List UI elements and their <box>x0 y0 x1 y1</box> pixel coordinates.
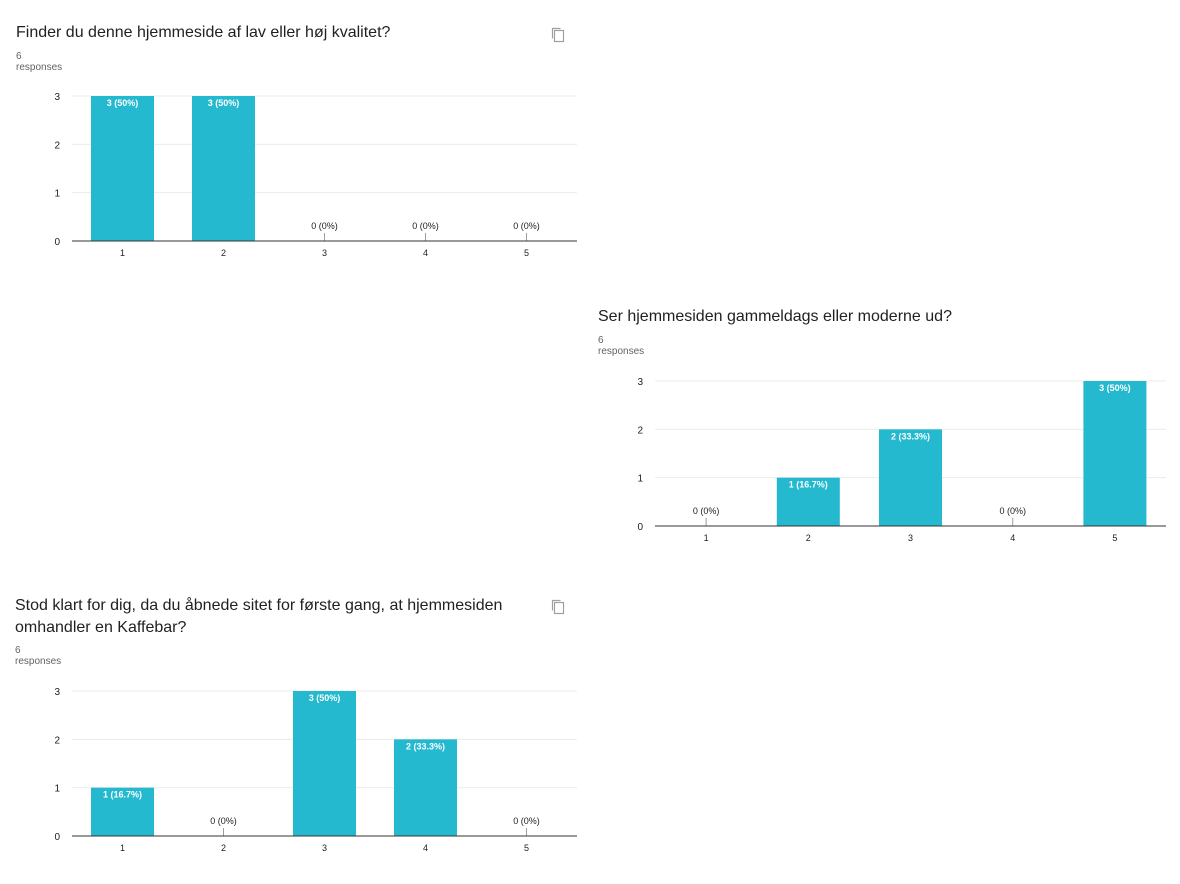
x-tick-label: 5 <box>1112 533 1117 543</box>
y-tick-label: 3 <box>54 687 60 698</box>
data-label: 2 (33.3%) <box>406 741 445 751</box>
data-label: 0 (0%) <box>513 221 540 231</box>
x-tick-label: 5 <box>524 248 529 258</box>
y-tick-label: 2 <box>637 425 643 436</box>
x-tick-label: 1 <box>120 843 125 853</box>
bar <box>91 96 154 241</box>
data-label: 1 (16.7%) <box>103 790 142 800</box>
bar-chart-modern: 0 1 2 3 0 (0%) 1 1 (16.7%) 2 2 (33.3%) 3 0 (0%) 4 3 … <box>637 377 1166 543</box>
copy-icon[interactable] <box>550 26 566 44</box>
bar <box>91 787 154 836</box>
x-tick-label: 4 <box>423 248 428 258</box>
data-label: 0 (0%) <box>513 816 540 826</box>
data-label: 3 (50%) <box>309 693 341 703</box>
data-label: 1 (16.7%) <box>789 480 828 490</box>
data-label: 0 (0%) <box>311 221 338 231</box>
data-label: 0 (0%) <box>210 816 237 826</box>
bar-chart-quality: 0 1 2 3 3 (50%) 1 3 (50%) 2 0 (0%) 3 0 (0%) 4 0 (0%)… <box>54 92 577 258</box>
x-tick-label: 3 <box>908 533 913 543</box>
x-tick-label: 1 <box>120 248 125 258</box>
x-tick-label: 3 <box>322 843 327 853</box>
bar <box>293 691 356 836</box>
x-tick-label: 3 <box>322 248 327 258</box>
x-tick-label: 2 <box>221 843 226 853</box>
response-count: 6 responses <box>598 335 645 357</box>
x-tick-label: 5 <box>524 843 529 853</box>
x-tick-label: 1 <box>704 533 709 543</box>
y-tick-label: 1 <box>54 189 60 200</box>
y-tick-label: 1 <box>637 474 643 485</box>
bar <box>1083 381 1147 526</box>
data-label: 0 (0%) <box>693 506 720 516</box>
question-title: Stod klart for dig, da du åbnede sitet f… <box>15 597 503 636</box>
y-tick-label: 0 <box>54 832 60 843</box>
bar <box>394 739 457 836</box>
data-label: 3 (50%) <box>107 98 139 108</box>
y-tick-label: 3 <box>637 377 643 388</box>
copy-icon[interactable] <box>550 598 566 616</box>
bar <box>879 429 942 526</box>
y-tick-label: 3 <box>54 92 60 103</box>
question-title: Ser hjemmesiden gammeldags eller moderne… <box>598 308 952 325</box>
y-tick-label: 0 <box>637 522 643 533</box>
response-count: 6 responses <box>16 51 63 73</box>
bar <box>776 477 840 526</box>
bar-chart-kaffebar: 0 1 2 3 1 (16.7%) 1 0 (0%) 2 3 (50%) 3 2 (33.3%) 4 0… <box>54 687 577 853</box>
bar <box>192 96 255 241</box>
y-tick-label: 2 <box>54 735 60 746</box>
y-tick-label: 0 <box>54 237 60 248</box>
y-tick-label: 2 <box>54 140 60 151</box>
data-label: 3 (50%) <box>208 98 240 108</box>
x-tick-label: 2 <box>806 533 811 543</box>
data-label: 0 (0%) <box>999 506 1026 516</box>
x-tick-label: 4 <box>423 843 428 853</box>
x-tick-label: 4 <box>1010 533 1015 543</box>
response-count: 6 responses <box>15 645 62 667</box>
data-label: 2 (33.3%) <box>891 431 930 441</box>
x-tick-label: 2 <box>221 248 226 258</box>
data-label: 0 (0%) <box>412 221 439 231</box>
data-label: 3 (50%) <box>1099 383 1131 393</box>
y-tick-label: 1 <box>54 784 60 795</box>
question-title: Finder du denne hjemmeside af lav eller … <box>16 24 391 41</box>
